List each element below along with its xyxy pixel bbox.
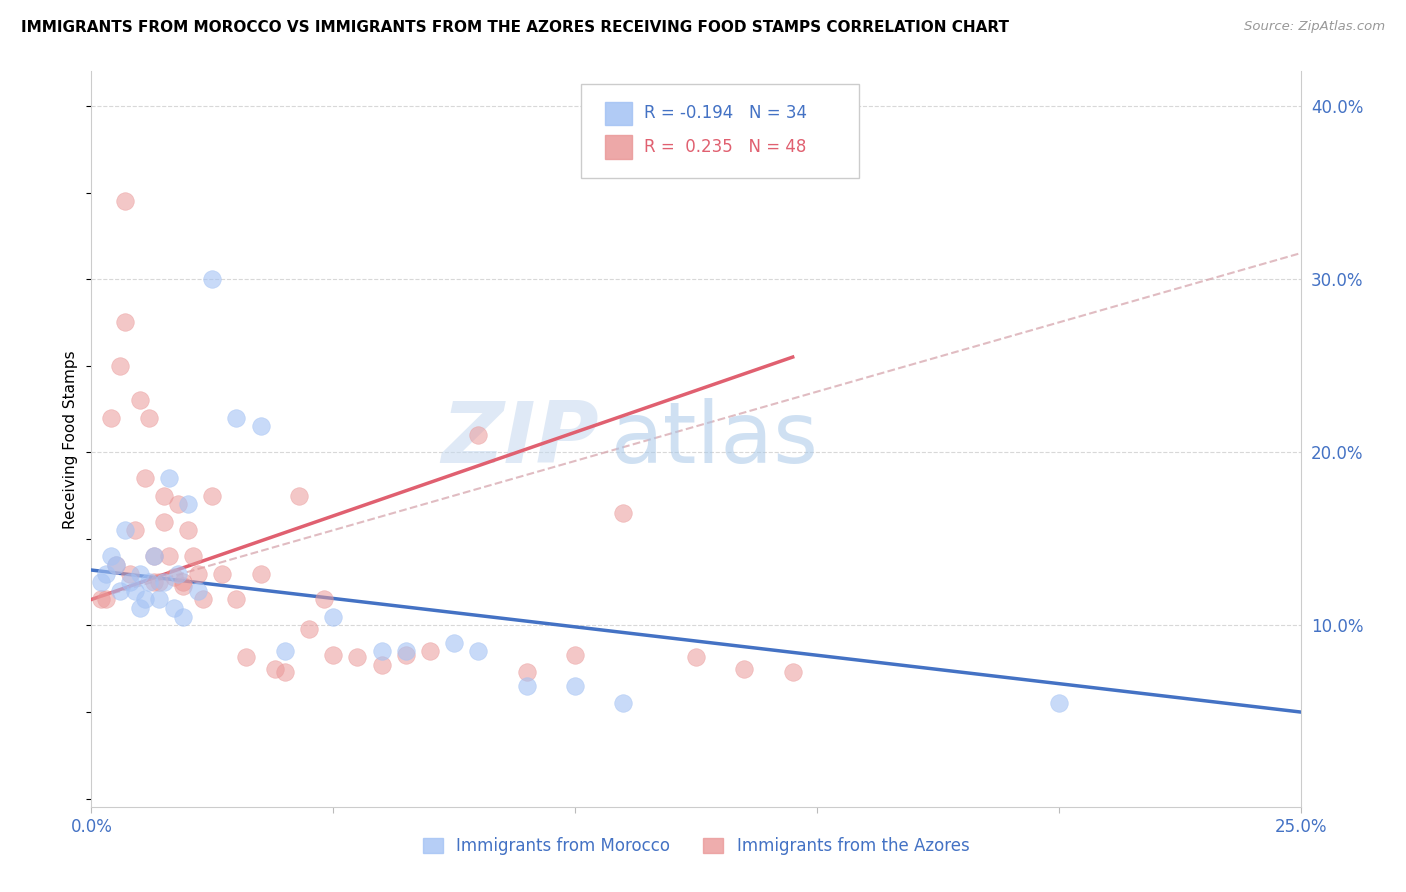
Point <box>120 566 142 581</box>
Point <box>153 575 176 590</box>
Point <box>564 679 586 693</box>
Point <box>124 583 146 598</box>
Point <box>104 558 127 572</box>
Point <box>467 428 489 442</box>
Point <box>181 549 204 564</box>
Point <box>346 649 368 664</box>
Point <box>167 497 190 511</box>
Y-axis label: Receiving Food Stamps: Receiving Food Stamps <box>63 350 79 529</box>
Point <box>157 471 180 485</box>
Point <box>235 649 257 664</box>
Point <box>288 489 311 503</box>
Point <box>162 570 184 584</box>
Point <box>110 359 132 373</box>
Point <box>148 575 170 590</box>
Point <box>187 583 209 598</box>
Point <box>172 609 194 624</box>
Point <box>419 644 441 658</box>
Point <box>153 489 176 503</box>
Point <box>467 644 489 658</box>
FancyBboxPatch shape <box>581 84 859 178</box>
Point <box>143 549 166 564</box>
Point <box>110 583 132 598</box>
Text: R =  0.235   N = 48: R = 0.235 N = 48 <box>644 138 807 156</box>
Point <box>172 579 194 593</box>
Point <box>94 566 117 581</box>
Point <box>395 644 418 658</box>
Point <box>225 592 247 607</box>
Point <box>100 549 122 564</box>
Point <box>1047 697 1070 711</box>
Point <box>138 575 160 590</box>
Bar <box>605 102 631 125</box>
Point <box>128 601 150 615</box>
Point <box>90 592 112 607</box>
Legend: Immigrants from Morocco, Immigrants from the Azores: Immigrants from Morocco, Immigrants from… <box>416 830 976 862</box>
Point <box>134 471 156 485</box>
Point <box>312 592 335 607</box>
Point <box>395 648 418 662</box>
Text: IMMIGRANTS FROM MOROCCO VS IMMIGRANTS FROM THE AZORES RECEIVING FOOD STAMPS CORR: IMMIGRANTS FROM MOROCCO VS IMMIGRANTS FR… <box>21 20 1010 35</box>
Point <box>134 592 156 607</box>
Point <box>612 697 634 711</box>
Point <box>516 665 538 680</box>
Point <box>167 566 190 581</box>
Point <box>187 566 209 581</box>
Point <box>201 489 224 503</box>
Point <box>153 515 176 529</box>
Point <box>148 592 170 607</box>
Point <box>685 649 707 664</box>
Point <box>100 410 122 425</box>
Point <box>249 419 271 434</box>
Point <box>612 506 634 520</box>
Point <box>211 566 233 581</box>
Point <box>443 636 465 650</box>
Point <box>162 601 184 615</box>
Point <box>114 194 136 209</box>
Point <box>177 523 200 537</box>
Point <box>143 575 166 590</box>
Point <box>143 549 166 564</box>
Point <box>298 622 321 636</box>
Point <box>370 658 392 673</box>
Text: Source: ZipAtlas.com: Source: ZipAtlas.com <box>1244 20 1385 33</box>
Point <box>733 662 755 676</box>
Point <box>177 497 200 511</box>
Point <box>782 665 804 680</box>
Point <box>94 592 117 607</box>
Point <box>274 644 297 658</box>
Point <box>120 575 142 590</box>
Point <box>172 575 194 590</box>
Point <box>322 609 344 624</box>
Text: R = -0.194   N = 34: R = -0.194 N = 34 <box>644 104 807 122</box>
Point <box>516 679 538 693</box>
Point <box>104 558 127 572</box>
Point <box>564 648 586 662</box>
Point <box>322 648 344 662</box>
Point <box>191 592 214 607</box>
Point <box>157 549 180 564</box>
Text: atlas: atlas <box>612 398 820 481</box>
Point <box>114 523 136 537</box>
Text: ZIP: ZIP <box>441 398 599 481</box>
Point <box>128 393 150 408</box>
Point <box>138 410 160 425</box>
Point <box>128 566 150 581</box>
Point <box>249 566 271 581</box>
Point <box>225 410 247 425</box>
Point <box>264 662 287 676</box>
Point <box>124 523 146 537</box>
Bar <box>605 136 631 159</box>
Point <box>114 315 136 329</box>
Point <box>274 665 297 680</box>
Point <box>201 272 224 286</box>
Point <box>90 575 112 590</box>
Point <box>370 644 392 658</box>
